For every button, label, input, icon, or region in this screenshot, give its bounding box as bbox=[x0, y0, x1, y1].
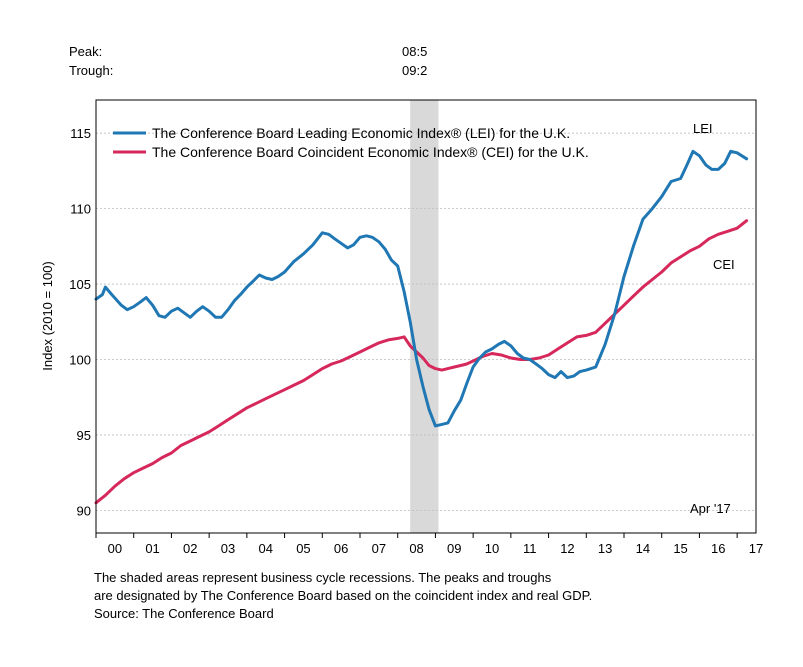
x-tick-label-15: 15 bbox=[673, 541, 687, 556]
recession-shading-layer bbox=[410, 100, 439, 533]
legend: The Conference Board Leading Economic In… bbox=[113, 125, 589, 160]
axes: 90 95 100 105 110 115 00 01 02 03 04 05 06 07 08 09 10 11… bbox=[69, 126, 763, 556]
series-layer bbox=[94, 149, 749, 505]
x-tick-label-08: 08 bbox=[409, 541, 423, 556]
x-tick-label-01: 01 bbox=[145, 541, 159, 556]
plot-frame bbox=[95, 99, 757, 534]
y-tick-label-105: 105 bbox=[69, 277, 91, 292]
x-tick-label-03: 03 bbox=[221, 541, 235, 556]
y-tick-label-90: 90 bbox=[77, 503, 91, 518]
series-line-lei bbox=[94, 149, 749, 428]
x-tick-label-09: 09 bbox=[447, 541, 461, 556]
x-tick-label-17: 17 bbox=[749, 541, 763, 556]
x-tick-label-00: 00 bbox=[108, 541, 122, 556]
x-tick-label-05: 05 bbox=[296, 541, 310, 556]
y-tick-label-110: 110 bbox=[70, 202, 91, 217]
y-axis-label: Index (2010 = 100) bbox=[40, 261, 55, 371]
x-tick-label-13: 13 bbox=[598, 541, 612, 556]
y-tick-label-100: 100 bbox=[69, 352, 91, 367]
footnote-source: Source: The Conference Board bbox=[94, 606, 274, 621]
legend-label-lei: The Conference Board Leading Economic In… bbox=[152, 125, 570, 141]
peak-value: 08:5 bbox=[402, 44, 428, 59]
x-tick-label-02: 02 bbox=[183, 541, 197, 556]
lei-annotation: LEI bbox=[693, 121, 713, 136]
footnote-line-1: The shaded areas represent business cycl… bbox=[94, 570, 552, 585]
x-tick-label-11: 11 bbox=[523, 541, 537, 556]
x-tick-label-12: 12 bbox=[560, 541, 574, 556]
x-tick-label-04: 04 bbox=[258, 541, 272, 556]
x-tick-label-10: 10 bbox=[485, 541, 499, 556]
y-tick-label-95: 95 bbox=[77, 428, 91, 443]
x-tick-label-06: 06 bbox=[334, 541, 348, 556]
recession-band bbox=[410, 100, 439, 533]
x-tick-label-14: 14 bbox=[636, 541, 650, 556]
y-tick-label-115: 115 bbox=[70, 126, 91, 141]
trough-value: 09:2 bbox=[402, 63, 428, 78]
cei-annotation: CEI bbox=[713, 257, 735, 272]
series-line-cei bbox=[94, 219, 749, 505]
footnote: The shaded areas represent business cycl… bbox=[94, 569, 592, 623]
legend-label-cei: The Conference Board Coincident Economic… bbox=[152, 144, 589, 160]
footnote-line-2: are designated by The Conference Board b… bbox=[94, 588, 593, 603]
x-tick-label-07: 07 bbox=[372, 541, 386, 556]
trough-label: Trough: bbox=[69, 63, 114, 78]
date-annotation: Apr '17 bbox=[690, 501, 731, 516]
peak-label: Peak: bbox=[69, 44, 103, 59]
x-tick-label-16: 16 bbox=[711, 541, 725, 556]
